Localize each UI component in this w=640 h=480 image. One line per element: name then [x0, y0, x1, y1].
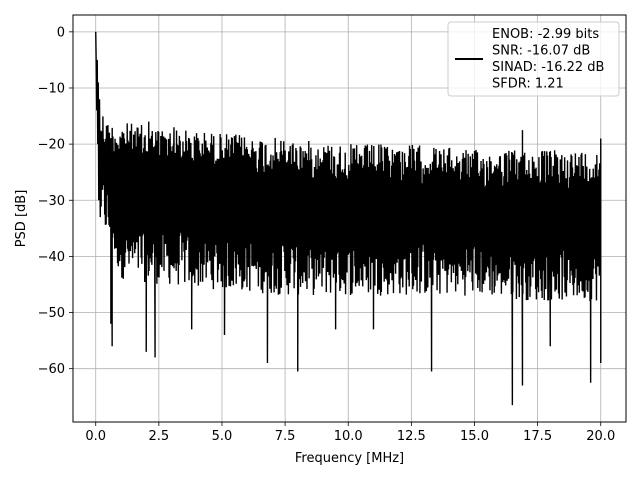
- x-axis-label: Frequency [MHz]: [295, 451, 404, 466]
- psd-series-line: [95, 31, 602, 406]
- y-tick-label: 0: [57, 25, 65, 40]
- plot-area: [95, 31, 602, 406]
- y-tick-label: −50: [38, 306, 65, 321]
- x-tick-label: 15.0: [460, 429, 489, 444]
- legend-entry-sinad: SINAD: -16.22 dB: [492, 60, 604, 75]
- axes-frame: [72, 14, 627, 423]
- x-tick-label: 5.0: [212, 429, 233, 444]
- legend-entry-snr: SNR: -16.07 dB: [492, 44, 590, 59]
- legend-entry-enob: ENOB: -2.99 bits: [492, 27, 599, 42]
- x-tick-label: 2.5: [149, 429, 170, 444]
- x-tick-label: 20.0: [586, 429, 615, 444]
- x-tick-label: 17.5: [523, 429, 552, 444]
- y-axis-label: PSD [dB]: [14, 190, 29, 248]
- x-tick-label: 7.5: [275, 429, 296, 444]
- y-tick-label: −10: [38, 81, 65, 96]
- y-tick-label: −40: [38, 250, 65, 265]
- legend: ENOB: -2.99 bits SNR: -16.07 dB SINAD: -…: [447, 21, 620, 97]
- y-tick-label: −30: [38, 194, 65, 209]
- legend-entry-sfdr: SFDR: 1.21: [492, 77, 564, 92]
- legend-box: [447, 21, 620, 97]
- y-axis-ticks: 0 −10 −20 −30 −40 −50 −60: [38, 25, 73, 377]
- y-tick-label: −20: [38, 138, 65, 153]
- x-axis-ticks: 0.0 2.5 5.0 7.5 10.0 12.5 15.0 17.5 20.0: [85, 422, 615, 444]
- x-tick-label: 10.0: [334, 429, 363, 444]
- x-tick-label: 0.0: [85, 429, 106, 444]
- y-tick-label: −60: [38, 362, 65, 377]
- x-tick-label: 12.5: [397, 429, 426, 444]
